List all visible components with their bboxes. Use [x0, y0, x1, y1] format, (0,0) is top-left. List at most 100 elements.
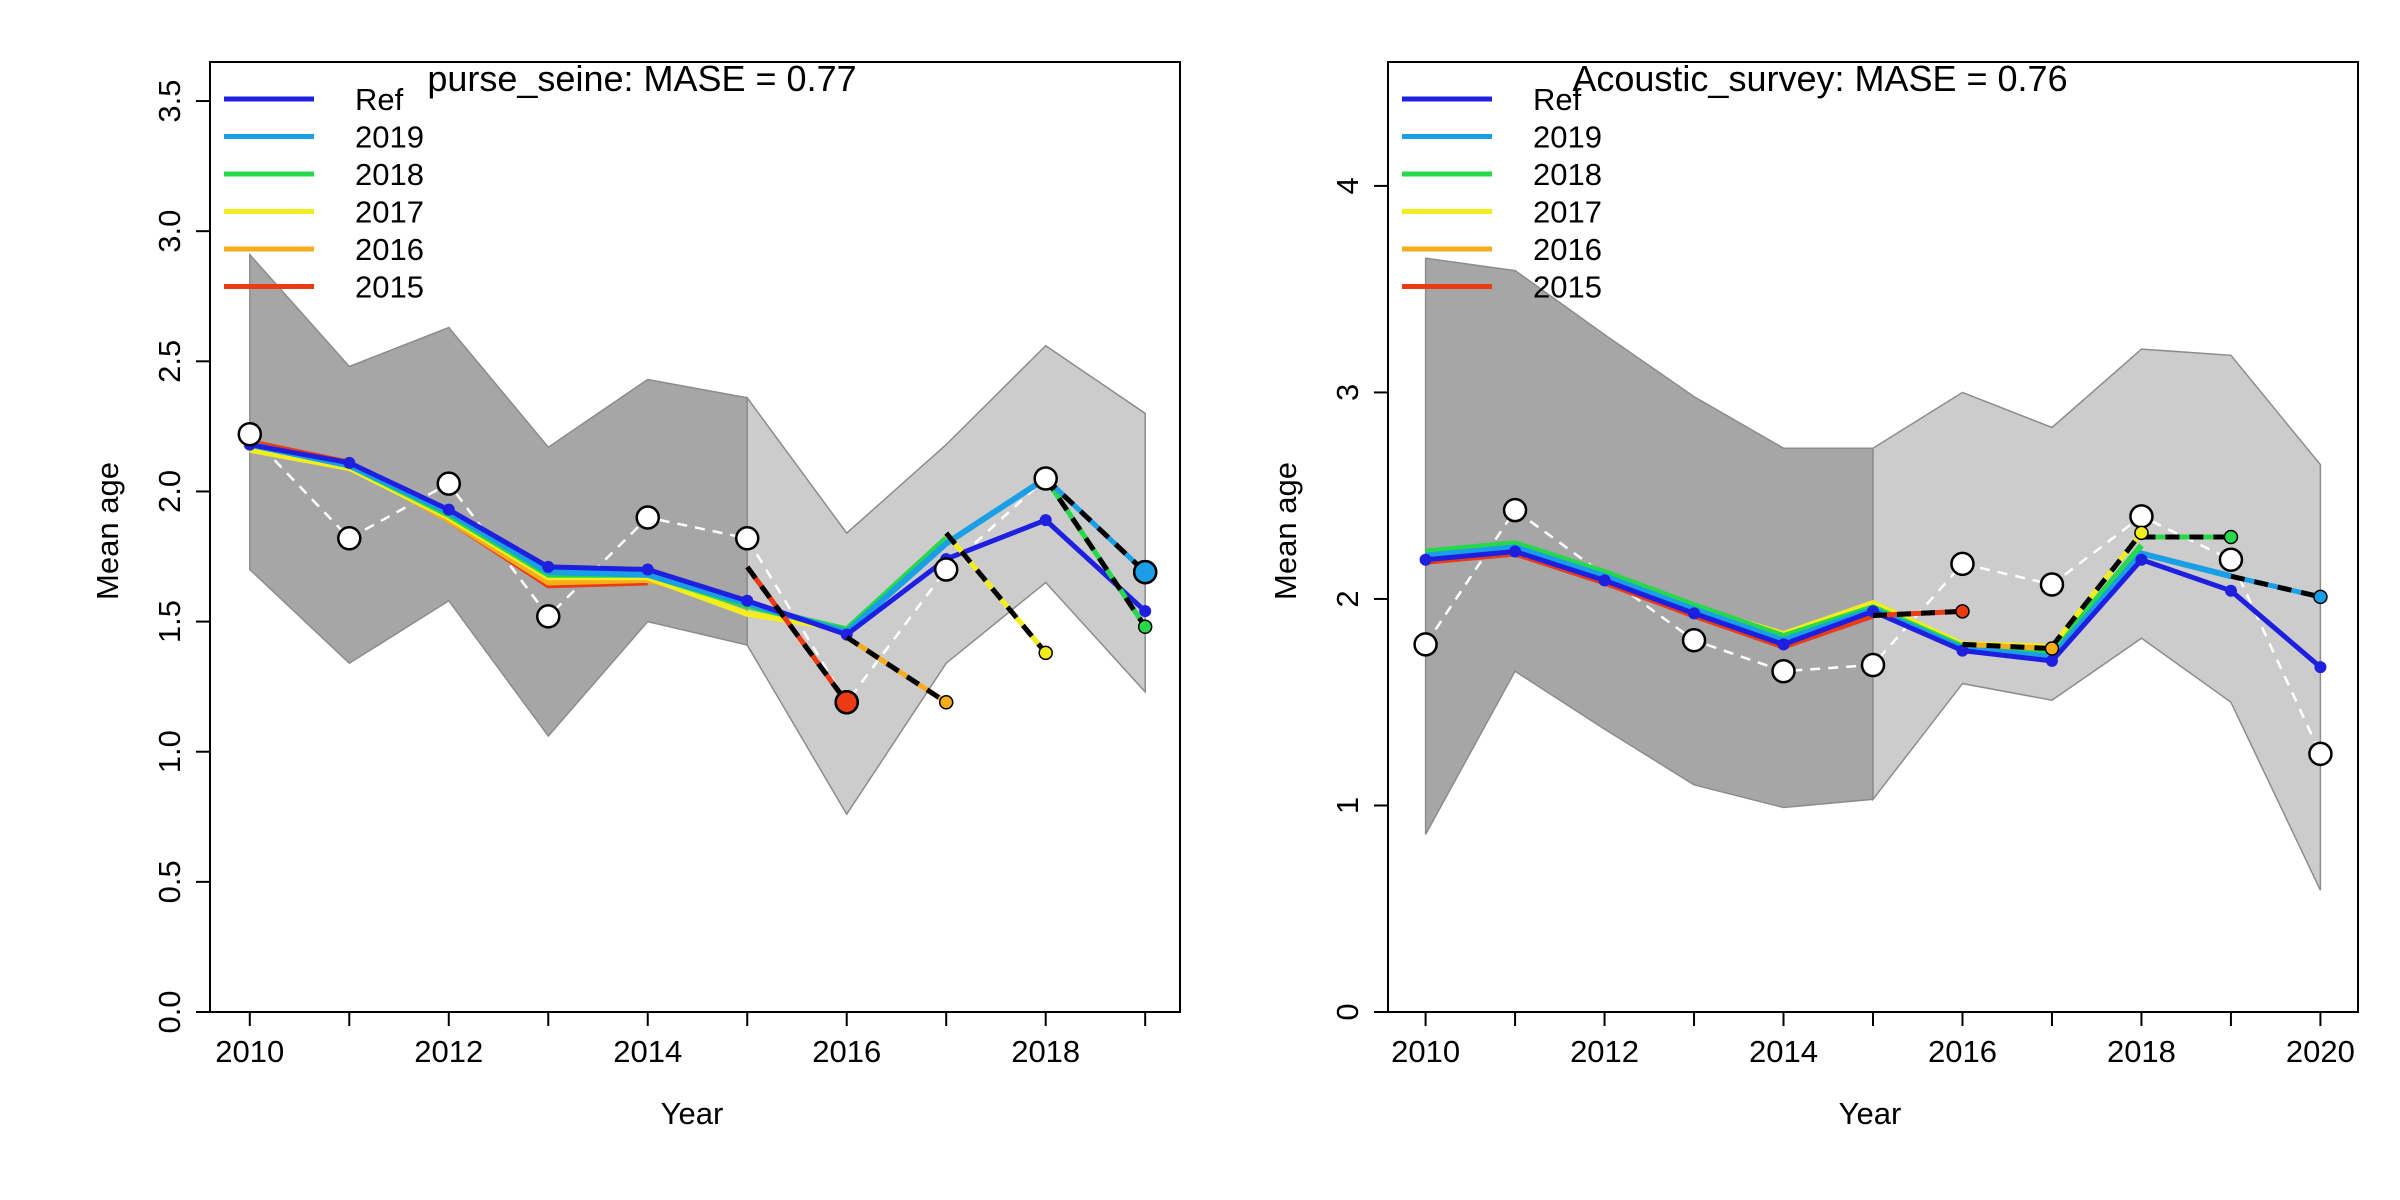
ci-band-light [1872, 348, 2322, 891]
ref-point [641, 563, 654, 576]
x-axis: 2010 2012 2014 2016 2018 [215, 1011, 1147, 1069]
x-tick-label: 2016 [1928, 1034, 1997, 1069]
hindcast-end-point-2019 [1132, 559, 1158, 585]
hindcast-dash-2015 [1872, 608, 1963, 618]
legend-label-2019: 2019 [1533, 120, 1602, 155]
x-tick-label: 2012 [414, 1034, 483, 1069]
hindcast-end-point-2018 [1137, 619, 1153, 635]
chart-title-purse-seine: purse_seine: MASE = 0.77 [427, 58, 856, 99]
x-axis: 2010 2012 2014 2016 2018 2020 [1391, 1011, 2355, 1069]
y-tick-label: 2.5 [152, 340, 187, 383]
hindcast-end-point-2015 [834, 690, 859, 715]
hindcast-end-point-2015 [1955, 604, 1970, 619]
plot-area-acoustic-survey: 2010 2012 2014 2016 2018 202001234Ref20192018… [1330, 61, 2359, 1069]
legend-label-2018: 2018 [355, 157, 424, 192]
x-tick-label: 2020 [2286, 1034, 2355, 1069]
hindcast-base-2019 [1043, 476, 1147, 574]
ref-point [1509, 545, 1522, 558]
ci-band-dark [249, 252, 748, 738]
observed-point [1771, 658, 1796, 684]
ref-point [1598, 574, 1611, 587]
hindcast-dash-2017 [944, 531, 1048, 655]
y-tick-label: 4 [1330, 177, 1365, 194]
ref-point [1139, 605, 1152, 618]
panel-purse-seine: 2010 2012 2014 2016 2018 0.0 0.5 1.0 1.5 2.0 2.5 3.… [90, 58, 1181, 1131]
ref-point [2045, 654, 2058, 667]
hindcast-end-point-2017 [2134, 525, 2149, 541]
y-tick-label: 2 [1330, 590, 1365, 607]
legend-label-2015: 2015 [1533, 270, 1602, 305]
x-axis-label-acoustic-survey: Year [1839, 1096, 1902, 1131]
legend-label-ref: Ref [1533, 82, 1582, 117]
observed-point [734, 526, 760, 551]
ref-point [1688, 607, 1701, 620]
y-axis: 0.0 0.5 1.0 1.5 2.0 2.5 3.0 3.5 [152, 79, 211, 1034]
legend-label-2017: 2017 [355, 195, 424, 230]
observed-point [1681, 628, 1707, 653]
ref-point [1419, 553, 1432, 566]
hindcast-dash-2019 [2230, 573, 2321, 600]
legend-label-2015: 2015 [355, 270, 424, 305]
ref-point [741, 594, 754, 607]
x-tick-label: 2016 [812, 1034, 881, 1069]
x-tick-label: 2010 [1391, 1034, 1460, 1069]
legend-label-2017: 2017 [1533, 195, 1602, 230]
series-line-2019 [1425, 544, 2232, 660]
hindcast-end-point-2016 [938, 695, 954, 710]
x-tick-label: 2014 [613, 1034, 682, 1069]
ref-point [542, 560, 555, 573]
y-tick-label: 0 [1330, 1003, 1365, 1020]
hindcast-end-point-2018 [2223, 529, 2239, 545]
y-axis-label-purse-seine: Mean age [90, 462, 125, 600]
ref-point [2314, 661, 2327, 674]
observed-point [933, 557, 959, 582]
x-tick-label: 2018 [1011, 1034, 1080, 1069]
x-tick-label: 2010 [215, 1034, 284, 1069]
y-tick-label: 2.0 [152, 470, 187, 513]
y-tick-label: 3.0 [152, 210, 187, 253]
y-axis-label-acoustic-survey: Mean age [1268, 462, 1303, 600]
ref-point [2135, 553, 2148, 566]
y-tick-label: 3.5 [152, 79, 187, 122]
observed-point [436, 471, 462, 496]
observed-point [1413, 632, 1438, 657]
hindcast-dash-2015 [745, 565, 849, 704]
chart-title-acoustic-survey: Acoustic_survey: MASE = 0.76 [1572, 58, 2067, 99]
panel-acoustic-survey: 2010 2012 2014 2016 2018 202001234Ref20192018… [1268, 58, 2359, 1131]
y-tick-label: 1.5 [152, 600, 187, 643]
hindcast-dash-2016 [1962, 641, 2053, 652]
observed-point [337, 526, 362, 551]
hindcast-dash-2016 [845, 635, 948, 705]
hindcast-dash-2018 [1043, 477, 1148, 629]
y-tick-label: 1 [1330, 797, 1365, 814]
x-tick-label: 2018 [2107, 1034, 2176, 1069]
observed-point [2308, 741, 2333, 767]
legend-label-ref: Ref [355, 82, 404, 117]
y-tick-label: 0.5 [152, 860, 187, 903]
legend-label-2016: 2016 [1533, 232, 1602, 267]
plot-area-purse-seine: 2010 2012 2014 2016 2018 0.0 0.5 1.0 1.5 2.0 2.5 3.… [152, 61, 1181, 1069]
ref-point [1039, 514, 1052, 527]
legend-label-2019: 2019 [355, 120, 424, 155]
ref-point [2224, 584, 2237, 597]
observed-point [635, 505, 660, 530]
y-axis: 0 1 2 3 4 [1330, 177, 1389, 1021]
x-tick-label: 2012 [1570, 1034, 1639, 1069]
hindcast-dash-2017 [2050, 531, 2144, 649]
hindcast-end-point-2019 [2313, 589, 2328, 605]
observed-line [248, 433, 1147, 705]
observed-point [1033, 466, 1058, 491]
x-tick-label: 2014 [1749, 1034, 1818, 1069]
series-line-2018 [1425, 540, 2144, 656]
y-tick-label: 3 [1330, 384, 1365, 401]
hindcast-end-point-2016 [2044, 641, 2060, 656]
observed-point [536, 604, 561, 629]
legend-label-2016: 2016 [355, 232, 424, 267]
legend-label-2018: 2018 [1533, 157, 1602, 192]
x-axis-label-purse-seine: Year [661, 1096, 724, 1131]
series-line-ref [249, 442, 1147, 638]
observed-point [1860, 652, 1886, 678]
